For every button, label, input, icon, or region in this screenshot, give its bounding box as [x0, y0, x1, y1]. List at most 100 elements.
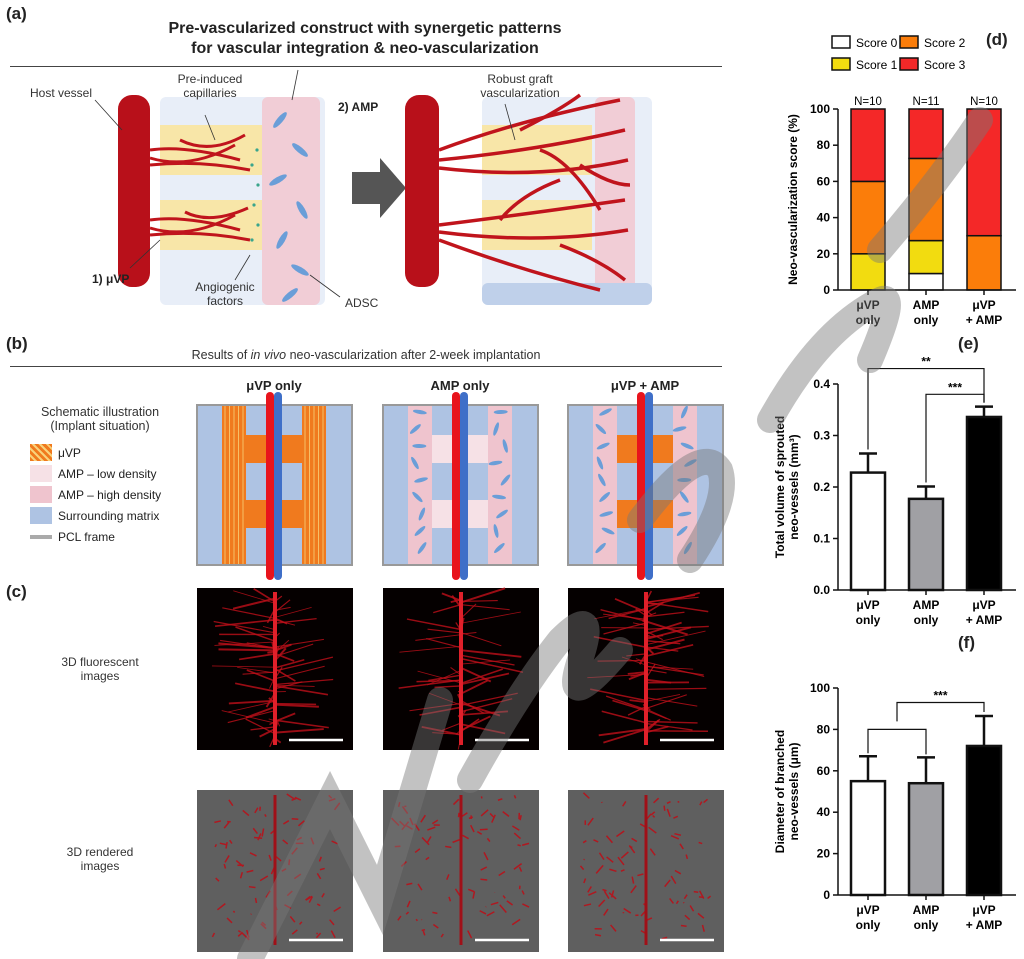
rendered-vessel — [502, 895, 506, 899]
vessel-signal — [605, 695, 647, 711]
legend-label: Score 1 — [856, 58, 898, 72]
arrow-right-icon — [352, 158, 406, 218]
rendered-vessel — [522, 903, 530, 908]
construct-before — [118, 95, 325, 305]
vessel-signal — [608, 607, 647, 620]
vessel-signal — [600, 609, 647, 622]
rendered-vessel — [316, 903, 321, 907]
panel-b-label: (b) — [6, 334, 28, 353]
vessel-signal — [428, 692, 462, 706]
rendered-vessel — [286, 793, 295, 800]
rendered-vessel — [401, 805, 409, 814]
angiogenic-factors-label: Angiogenic factors — [195, 280, 255, 308]
rendered-vessel — [440, 933, 444, 938]
rendered-vessel — [315, 932, 322, 939]
rendered-vessel — [289, 915, 296, 923]
vessel-signal — [221, 710, 276, 724]
rendered-vessel — [513, 862, 523, 870]
vessel-signal — [259, 728, 276, 738]
rendered-vessel — [579, 865, 585, 871]
legend-swatch — [899, 35, 919, 49]
vessel-signal — [274, 617, 288, 625]
x-tick-label: AMP — [913, 598, 940, 612]
rendered-vessel — [286, 890, 293, 897]
legend-title: Schematic illustration (Implant situatio… — [40, 405, 160, 433]
vessel-signal — [406, 618, 462, 631]
vessel-signal — [645, 630, 706, 646]
vessel-signal — [645, 611, 685, 618]
rendered-vessel — [260, 923, 267, 930]
vessel-signal — [246, 669, 276, 682]
adsc-cell — [412, 443, 427, 449]
adsc-cell — [679, 491, 689, 503]
rendered-vessel — [252, 827, 258, 835]
legend-swatch — [831, 57, 851, 71]
legend-label: Score 3 — [924, 58, 966, 72]
rendered-vessel — [457, 812, 460, 818]
rendered-vessel — [319, 867, 325, 871]
bar-segment-score-1 — [908, 239, 944, 275]
rendered-vessel — [701, 924, 705, 932]
implant-schematics — [196, 392, 724, 580]
adsc-cell — [500, 474, 511, 486]
rendered-vessel — [703, 798, 708, 804]
y-tick-label: 20 — [817, 847, 831, 861]
legend-label: AMP – high density — [58, 487, 162, 502]
adsc-cell — [596, 442, 610, 450]
rendered-vessel — [405, 824, 413, 830]
rendered-vessel — [318, 856, 322, 862]
adsc-cell — [680, 405, 688, 419]
rendered-vessel — [502, 811, 510, 817]
rendered-vessel — [401, 821, 410, 831]
rendered-vessel — [583, 903, 592, 907]
vessel-signal — [409, 702, 462, 712]
rendered-vessel — [427, 826, 436, 831]
vessel-signal — [460, 657, 524, 673]
panel-d-label: (d) — [986, 30, 1008, 49]
rendered-vessel — [294, 796, 302, 801]
rendered-vessel — [328, 798, 336, 802]
rendered-vessel — [583, 878, 587, 884]
rendered-vessel — [699, 801, 703, 806]
rendered-vessel — [608, 892, 617, 900]
rendered-image — [568, 790, 724, 952]
vessel-signal — [460, 587, 506, 604]
rendered-vessel — [603, 890, 610, 900]
rendered-vessel — [261, 921, 267, 927]
rendered-vessel — [595, 864, 604, 874]
panel-f-label: (f) — [958, 633, 975, 652]
rendered-vessel — [421, 928, 426, 932]
rendered-vessel — [467, 888, 475, 893]
rendered-vessel — [707, 895, 712, 900]
legend-label: AMP – low density — [58, 466, 157, 481]
rendered-vessel — [669, 897, 675, 904]
bar — [849, 779, 887, 897]
column-title: μVP only — [246, 378, 302, 393]
rendered-vessel — [480, 878, 488, 881]
fluorescent-image — [568, 588, 724, 750]
uvp-label: 1) μVP — [92, 272, 130, 286]
vessel-signal — [645, 694, 687, 709]
vessel-signal — [427, 628, 462, 634]
rendered-vessel — [452, 798, 460, 806]
rendered-vessel — [521, 842, 530, 846]
bar — [907, 781, 945, 897]
rendered-vessel — [594, 933, 602, 937]
legend-item: Surrounding matrix — [30, 505, 161, 526]
vessel-signal — [399, 645, 462, 653]
x-tick-label: + AMP — [966, 918, 1003, 932]
vessel-signal — [245, 705, 276, 719]
vessel-signal — [597, 659, 647, 662]
rendered-vessel — [245, 929, 250, 938]
adsc-cell — [598, 473, 606, 487]
vessel-signal — [425, 638, 462, 649]
divider — [10, 66, 722, 67]
x-tick-label: only — [914, 918, 939, 932]
vessel-signal — [235, 682, 276, 693]
legend-swatch — [831, 35, 851, 49]
rendered-vessel — [333, 906, 342, 913]
adsc-cell — [492, 494, 506, 500]
legend-swatch — [30, 465, 52, 482]
schematic-legend: μVP AMP – low density AMP – high density… — [30, 442, 161, 547]
